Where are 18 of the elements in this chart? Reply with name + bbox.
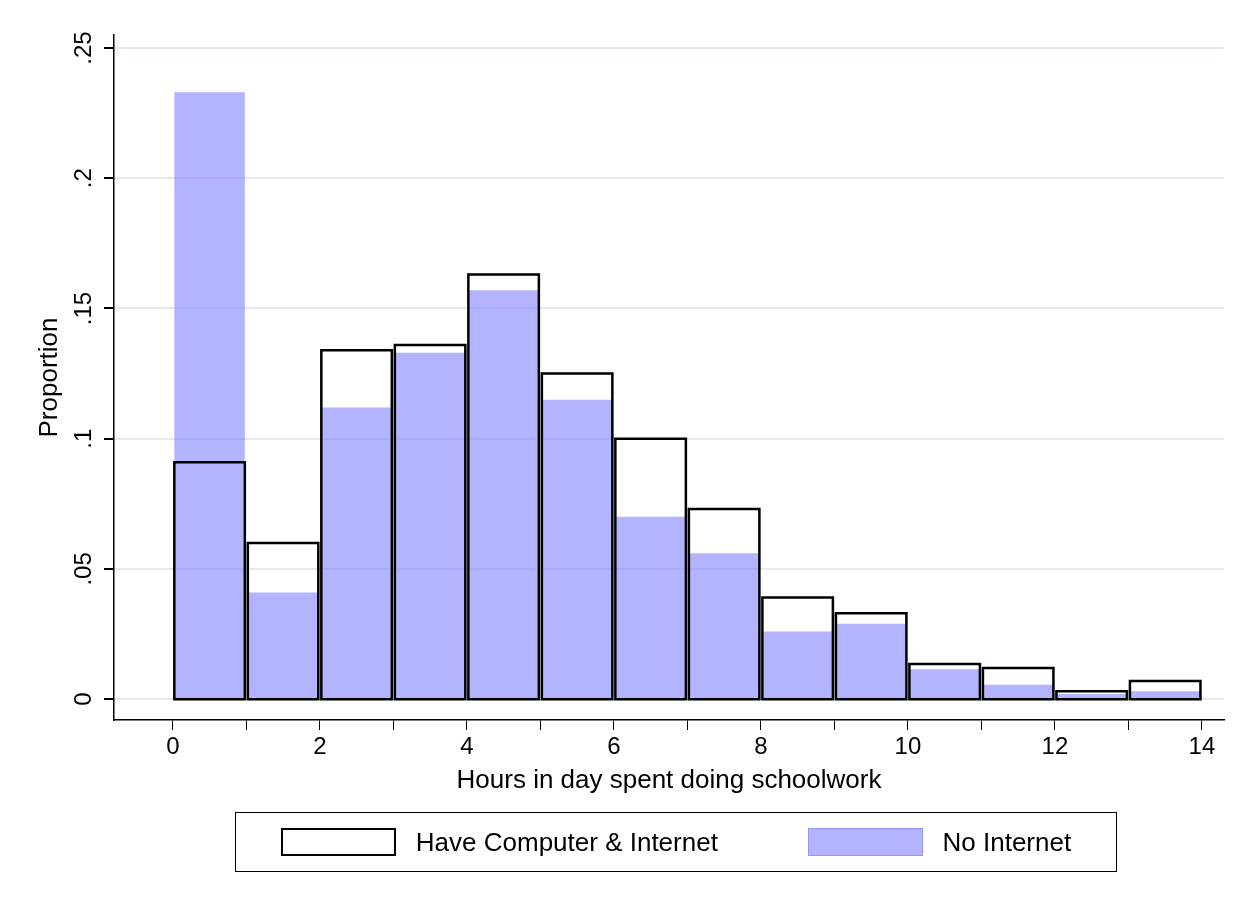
y-tick-label: .2 <box>68 168 96 189</box>
x-tick-label: 0 <box>166 732 180 760</box>
y-axis-title: Proportion <box>32 317 63 438</box>
y-tick-label: .25 <box>68 31 96 65</box>
x-tick-label: 14 <box>1188 732 1216 760</box>
y-tick-label: 0 <box>68 692 96 706</box>
x-tick-label: 4 <box>460 732 474 760</box>
x-tick-label: 2 <box>313 732 327 760</box>
x-axis-title: Hours in day spent doing schoolwork <box>456 763 883 794</box>
y-tick-label: .15 <box>68 291 96 326</box>
y-tick-label: .1 <box>68 428 96 449</box>
legend-label: No Internet <box>942 826 1072 858</box>
legend-label: Have Computer & Internet <box>415 826 718 858</box>
x-tick-label: 6 <box>607 732 621 760</box>
y-tick-label: .05 <box>68 552 96 586</box>
x-tick-label: 10 <box>894 732 922 760</box>
x-tick-label: 8 <box>754 732 768 760</box>
x-tick-label: 12 <box>1041 732 1069 760</box>
